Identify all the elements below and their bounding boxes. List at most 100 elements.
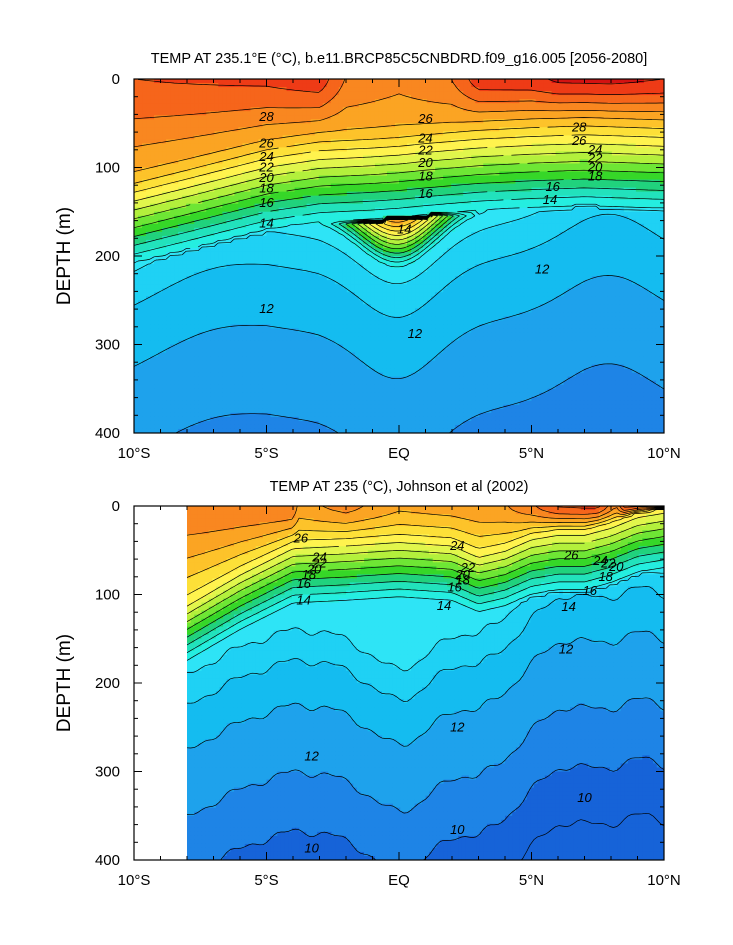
contour-fill-cell: [603, 187, 609, 193]
contour-fill-cell: [254, 115, 260, 120]
contour-fill-cell: [262, 211, 268, 217]
contour-fill-cell: [479, 155, 484, 161]
contour-fill-cell: [378, 187, 384, 193]
contour-fill-cell: [643, 167, 649, 173]
contour-fill-cell: [655, 207, 661, 213]
contour-fill-cell: [419, 147, 424, 153]
contour-fill-cell: [659, 143, 664, 148]
contour-fill-cell: [202, 131, 207, 136]
contour-fill-cell: [571, 167, 577, 173]
contour-fill-cell: [214, 147, 219, 153]
contour-fill-cell: [423, 187, 428, 193]
contour-fill-cell: [386, 155, 392, 161]
contour-fill-cell: [366, 127, 372, 132]
contour-fill-cell: [591, 179, 597, 185]
contour-fill-cell: [166, 123, 171, 128]
contour-fill-cell: [146, 127, 151, 132]
contour-fill-cell: [531, 147, 537, 153]
contour-fill-cell: [218, 107, 223, 112]
contour-fill-cell: [350, 187, 356, 193]
contour-fill-cell: [631, 123, 637, 128]
contour-fill-cell: [202, 195, 207, 201]
contour-fill-cell: [619, 191, 625, 197]
contour-fill-cell: [503, 175, 509, 181]
contour-fill-cell: [607, 83, 613, 88]
contour-fill-cell: [615, 179, 621, 185]
contour-fill-cell: [310, 187, 316, 193]
contour-fill-cell: [431, 111, 436, 116]
contour-fill-cell: [407, 91, 412, 96]
contour-fill-cell: [306, 183, 312, 189]
contour-fill-cell: [274, 179, 280, 185]
contour-fill-cell: [655, 191, 661, 197]
contour-fill-cell: [639, 139, 645, 144]
contour-fill-cell: [298, 127, 304, 132]
contour-fill-cell: [423, 207, 428, 213]
contour-fill-cell: [306, 111, 312, 116]
contour-fill-cell: [170, 107, 175, 112]
contour-fill-cell: [499, 127, 504, 132]
contour-fill-cell: [390, 79, 396, 84]
contour-fill-cell: [298, 163, 304, 169]
contour-fill-cell: [483, 207, 488, 213]
contour-fill-cell: [491, 115, 496, 120]
contour-fill-cell: [178, 115, 183, 120]
contour-fill-cell: [551, 215, 557, 221]
contour-fill-cell: [254, 87, 260, 92]
contour-fill-cell: [603, 175, 609, 181]
contour-fill-cell: [651, 123, 657, 128]
contour-fill-cell: [555, 227, 561, 233]
contour-fill-cell: [150, 163, 155, 169]
contour-fill-cell: [234, 183, 239, 189]
contour-fill-cell: [403, 211, 408, 217]
contour-fill-cell: [282, 115, 288, 120]
contour-fill-cell: [503, 115, 509, 120]
contour-fill-cell: [370, 211, 376, 217]
contour-fill-cell: [202, 211, 207, 217]
contour-fill-cell: [290, 135, 296, 140]
contour-fill-cell: [238, 183, 244, 189]
contour-fill-cell: [326, 131, 332, 136]
contour-fill-cell: [158, 199, 163, 205]
contour-fill-cell: [214, 191, 219, 197]
contour-fill-cell: [487, 167, 492, 173]
contour-fill-cell: [374, 119, 380, 124]
contour-fill-cell: [455, 115, 460, 120]
contour-fill-cell: [186, 127, 191, 132]
contour-fill-cell: [322, 207, 328, 213]
contour-fill-cell: [214, 87, 219, 92]
contour-fill-cell: [322, 111, 328, 116]
contour-fill-cell: [403, 207, 408, 213]
contour-fill-cell: [471, 107, 476, 112]
contour-fill-cell: [459, 219, 464, 225]
contour-fill-cell: [519, 131, 525, 136]
contour-fill-cell: [439, 191, 444, 197]
contour-fill-cell: [471, 139, 476, 144]
contour-fill-cell: [330, 195, 336, 201]
contour-fill-cell: [282, 131, 288, 136]
contour-fill-cell: [154, 131, 159, 136]
contour-fill-cell: [443, 171, 448, 177]
contour-fill-cell: [635, 107, 641, 112]
contour-fill-cell: [378, 163, 384, 169]
contour-fill-cell: [523, 147, 529, 153]
contour-fill-cell: [230, 199, 235, 205]
contour-fill-cell: [587, 119, 593, 124]
contour-fill-cell: [178, 215, 183, 221]
contour-fill-cell: [479, 95, 484, 100]
contour-fill-cell: [615, 135, 621, 140]
contour-fill-cell: [374, 111, 380, 116]
contour-fill-cell: [539, 183, 545, 189]
contour-fill-cell: [198, 227, 203, 233]
contour-fill-cell: [318, 163, 324, 169]
contour-fill-cell: [567, 115, 573, 120]
contour-fill-cell: [354, 123, 360, 128]
contour-fill-cell: [555, 131, 561, 136]
contour-fill-cell: [350, 183, 356, 189]
contour-fill-cell: [607, 99, 613, 104]
contour-fill-cell: [623, 143, 629, 148]
contour-fill-cell: [563, 135, 569, 140]
contour-fill-cell: [527, 227, 533, 233]
contour-fill-cell: [631, 163, 637, 169]
contour-fill-cell: [599, 211, 605, 217]
